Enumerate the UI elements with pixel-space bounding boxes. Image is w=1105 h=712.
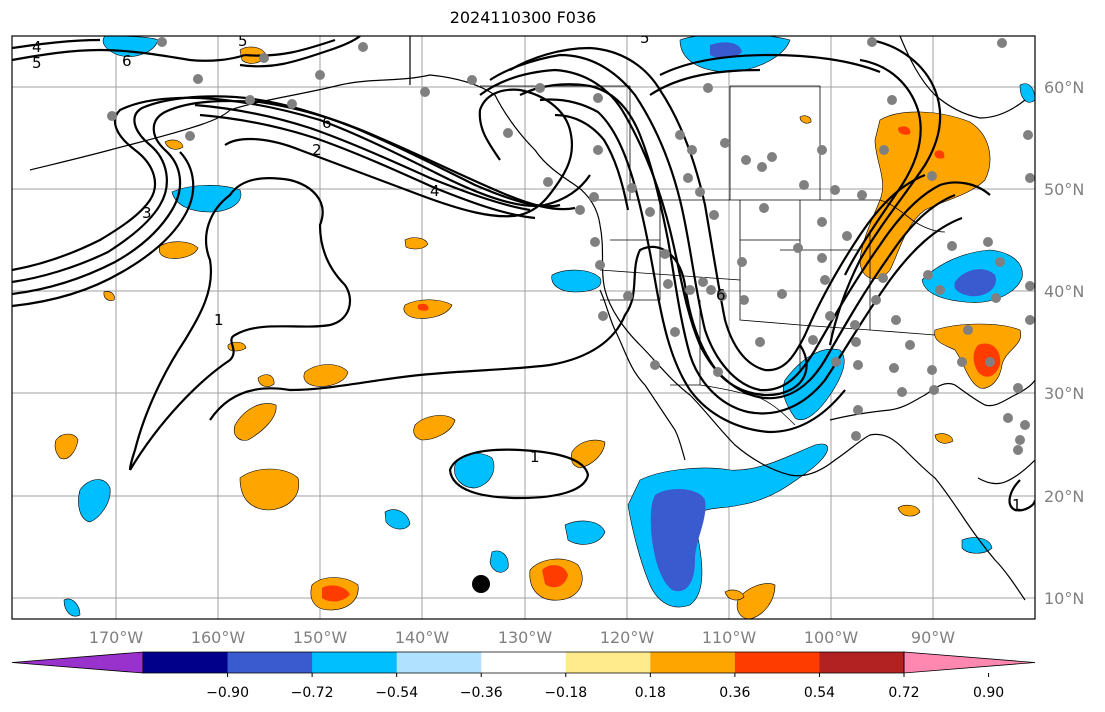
positive-anomaly-area [724,589,745,601]
latitude-label: 60°N [1044,78,1084,97]
contour-label: 5 [32,54,42,72]
longitude-label: 140°W [395,628,450,647]
colorbar-segment [565,652,651,673]
colorbar-extend-low [11,651,144,674]
contour-label: 2 [312,141,322,159]
strong-positive-anomaly-area [322,585,350,602]
height-contours [12,36,1035,512]
colorbar-segment [819,652,905,673]
longitude-label: 90°W [911,628,955,647]
shaded-anomaly-layer [54,36,1035,619]
latitude-label: 20°N [1044,487,1084,506]
colorbar-segment [481,652,567,673]
negative-anomaly-area [384,509,411,530]
strong-positive-anomaly-area [934,150,945,159]
contour-label: 6 [322,114,332,132]
colorbar-tick-label: 0.36 [719,685,750,701]
positive-anomaly-area [799,115,812,124]
colorbar-segment [312,652,398,673]
contour-label: 1 [530,448,540,466]
latitude-label: 10°N [1044,589,1084,608]
positive-anomaly-area [164,139,184,150]
positive-anomaly-area [158,241,199,259]
positive-anomaly-area [239,468,300,511]
positive-anomaly-area [103,291,115,301]
strong-positive-anomaly-area [417,303,429,311]
positive-anomaly-area [233,403,277,441]
latitude-label: 50°N [1044,180,1084,199]
coastlines [29,36,1035,601]
positive-anomaly-area [227,341,247,352]
colorbar-segment [650,652,736,673]
colorbar-tick-label: −0.90 [206,685,249,701]
longitude-label: 100°W [804,628,859,647]
latitude-labels: 60°N 50°N 40°N 30°N 20°N 10°N [1044,78,1084,608]
positive-anomaly-area [934,433,954,444]
colorbar: −0.90 −0.72 −0.54 −0.36 −0.18 0.18 0.36 0.54 0.7… [11,651,1036,701]
colorbar-extend-high [903,651,1036,674]
colorbar-segment [734,652,820,673]
contour-label: 6 [716,286,726,304]
negative-anomaly-area [961,537,993,554]
longitude-label: 150°W [293,628,348,647]
colorbar-segment [396,652,482,673]
contour-label: 3 [142,204,152,222]
negative-anomaly-area [489,550,509,573]
negative-anomaly-area [1019,83,1035,103]
colorbar-tick-label: −0.72 [291,685,334,701]
colorbar-tick-label: −0.54 [375,685,418,701]
marker-dot [472,575,490,593]
contour-label-layer: 4 5 6 5 6 2 4 3 1 1 5 6 1 [32,29,1022,514]
colorbar-tick-label: 0.90 [973,685,1004,701]
negative-anomaly-area [564,520,606,545]
contour-label: 4 [32,38,42,56]
longitude-labels: 170°W 160°W 150°W 140°W 130°W 120°W 110°W 100°W… [89,628,955,647]
colorbar-tick-label: −0.18 [544,685,587,701]
contour-label: 5 [640,29,650,47]
positive-anomaly-area [570,439,606,469]
colorbar-tick-label: 0.18 [635,685,666,701]
colorbar-segment [143,652,229,673]
positive-anomaly-area [303,364,349,387]
positive-anomaly-area [736,583,776,619]
latitude-label: 40°N [1044,282,1084,301]
positive-anomaly-area [413,415,456,441]
colorbar-segment [227,652,313,673]
longitude-label: 170°W [89,628,144,647]
positive-anomaly-area [897,504,921,517]
colorbar-tick-label: −0.36 [460,685,503,701]
map-background [12,36,1035,619]
contour-label: 5 [238,32,248,50]
strong-negative-anomaly-area [954,269,996,297]
contour-label: 1 [1012,496,1022,514]
strong-positive-anomaly-area [898,126,911,135]
longitude-label: 120°W [600,628,655,647]
contour-label: 6 [122,52,132,70]
longitude-label: 130°W [498,628,553,647]
contour-label: 4 [430,182,440,200]
positive-anomaly-area [54,433,79,460]
colorbar-tick-label: 0.54 [804,685,835,701]
negative-anomaly-area [63,598,81,617]
latitude-label: 30°N [1044,384,1084,403]
longitude-label: 110°W [702,628,757,647]
map-title: 2024110300 F036 [449,8,597,27]
observation-stations [107,37,1035,455]
longitude-label: 160°W [191,628,246,647]
negative-anomaly-area [78,479,111,523]
strong-positive-anomaly-area [542,565,568,588]
strong-negative-anomaly-area [650,488,706,592]
map-frame [11,35,1036,620]
strong-negative-anomaly-area [710,42,742,59]
negative-anomaly-area [551,269,602,293]
colorbar-tick-label: 0.72 [888,685,919,701]
positive-anomaly-area [257,374,275,387]
positive-anomaly-area [404,237,429,250]
gridlines [12,36,1035,619]
contour-label: 1 [214,311,224,329]
